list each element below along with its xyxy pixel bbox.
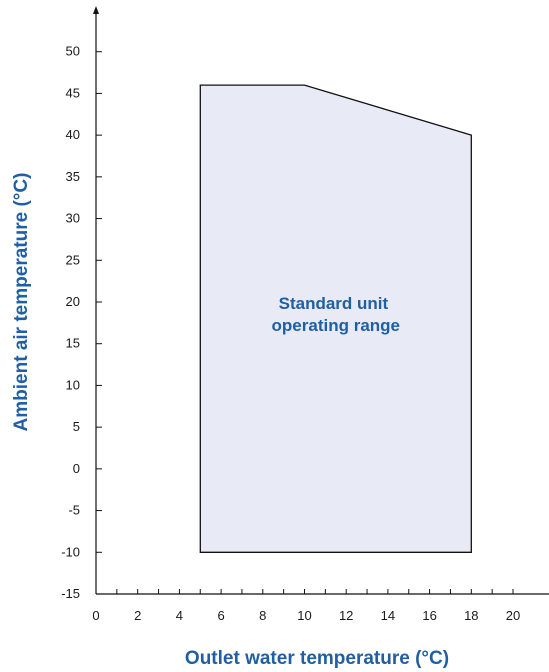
y-axis-title: Ambient air temperature (°C) bbox=[11, 173, 32, 432]
y-tick-label: 5 bbox=[73, 419, 80, 434]
y-tick-label: -5 bbox=[68, 503, 80, 518]
x-tick-label: 10 bbox=[297, 608, 311, 623]
x-tick-label: 2 bbox=[134, 608, 141, 623]
y-tick-label: 25 bbox=[66, 252, 80, 267]
y-tick-label: 20 bbox=[66, 294, 80, 309]
plot-area bbox=[199, 84, 472, 553]
x-tick-label: 4 bbox=[176, 608, 183, 623]
x-axis-title: Outlet water temperature (°C) bbox=[185, 648, 449, 669]
y-tick-label: 10 bbox=[66, 377, 80, 392]
tick-labels: 0 2 4 6 8 10 12 14 16 18 20 -15 -10 -5 0 5 10 15 20 25 30 35 4… bbox=[61, 44, 520, 623]
y-tick-label: 35 bbox=[66, 169, 80, 184]
x-tick-label: 12 bbox=[339, 608, 353, 623]
x-tick-label: 20 bbox=[506, 608, 520, 623]
y-tick-label: -15 bbox=[61, 586, 80, 601]
x-tick-label: 6 bbox=[217, 608, 224, 623]
annotation-line-1: Standard unit bbox=[279, 294, 389, 313]
y-tick-label: 40 bbox=[66, 127, 80, 142]
x-tick-label: 16 bbox=[422, 608, 436, 623]
y-tick-label: 30 bbox=[66, 211, 80, 226]
y-tick-label: -10 bbox=[61, 544, 80, 559]
y-tick-label: 0 bbox=[73, 461, 80, 476]
y-tick-label: 50 bbox=[66, 44, 80, 59]
region-annotation: Standard unit operating range bbox=[272, 294, 400, 335]
axes bbox=[93, 6, 549, 595]
x-tick-label: 14 bbox=[381, 608, 395, 623]
annotation-line-2: operating range bbox=[272, 316, 400, 335]
x-tick-label: 8 bbox=[259, 608, 266, 623]
operating-range-area bbox=[199, 84, 472, 553]
y-tick-label: 15 bbox=[66, 336, 80, 351]
y-axis-arrow bbox=[93, 6, 99, 14]
x-tick-label: 18 bbox=[464, 608, 478, 623]
y-tick-label: 45 bbox=[66, 85, 80, 100]
x-tick-label: 0 bbox=[92, 608, 99, 623]
